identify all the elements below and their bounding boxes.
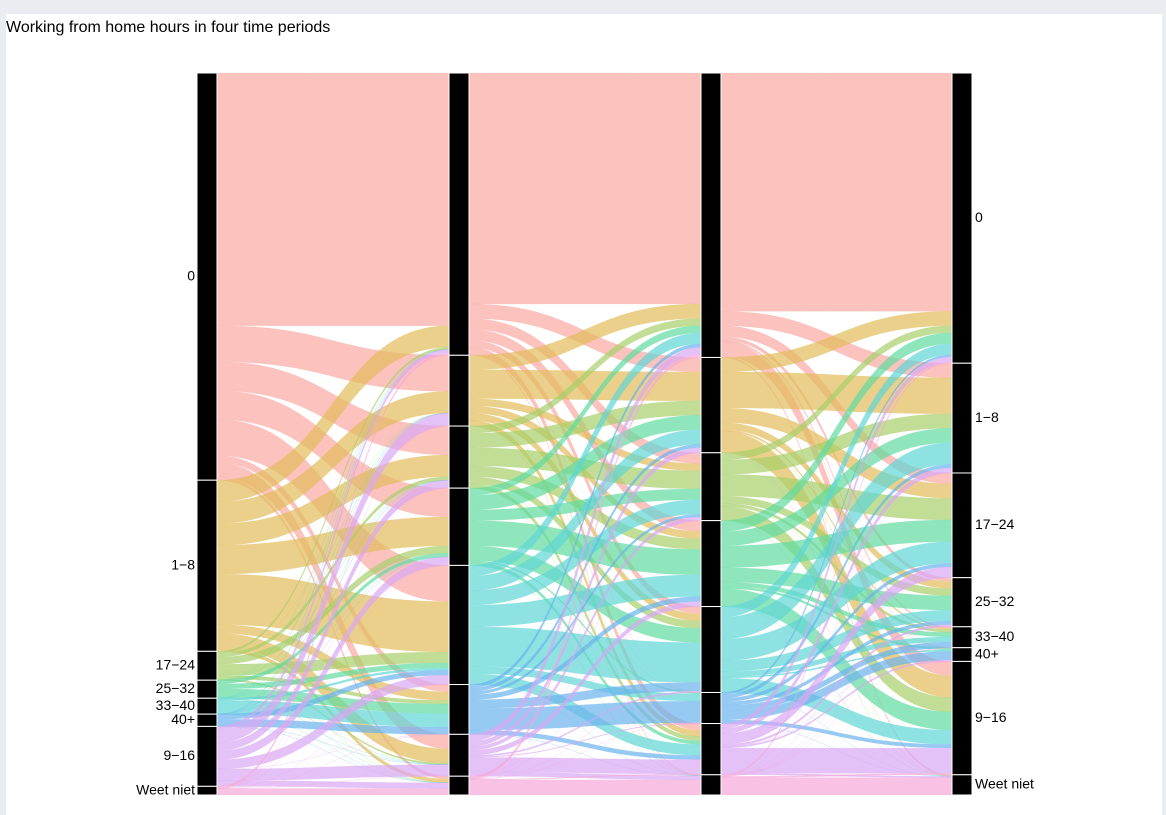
axis-node [951, 647, 973, 662]
axis-node [196, 650, 218, 681]
axis-node [448, 487, 470, 566]
axis-node [448, 775, 470, 796]
axis-node [951, 660, 973, 776]
axis-node [700, 691, 722, 725]
flow-ribbon [216, 788, 450, 796]
node-label: 17−24 [975, 516, 1015, 532]
axis-node [700, 774, 722, 796]
flow-ribbon [468, 757, 702, 775]
axis-node [700, 606, 722, 693]
axis-node [196, 785, 218, 796]
node-label: 1−8 [171, 556, 195, 572]
axis-node [196, 679, 218, 699]
node-label: 0 [187, 267, 195, 283]
node-label: 0 [975, 209, 983, 225]
node-label: 1−8 [975, 409, 999, 425]
axis-node [448, 72, 470, 356]
node-label: 25−32 [975, 593, 1015, 609]
flow-ribbon [468, 72, 702, 305]
node-label: 17−24 [156, 656, 196, 672]
flow-ribbon [216, 72, 450, 326]
axis-node [196, 479, 218, 652]
ribbons [216, 72, 953, 796]
node-label: 40+ [975, 645, 999, 661]
axis-node [951, 472, 973, 579]
flow-ribbon [720, 72, 953, 312]
node-label: 25−32 [156, 680, 196, 696]
axis-node [700, 452, 722, 522]
node-label: 40+ [171, 711, 195, 727]
axis-node [448, 354, 470, 427]
axis-node [448, 564, 470, 686]
flow-ribbon [468, 779, 702, 796]
axis-node [448, 684, 470, 735]
node-label: Weet niet [975, 776, 1034, 792]
chart-title: Working from home hours in four time per… [6, 19, 330, 36]
axis-node [700, 520, 722, 608]
axis-node [196, 725, 218, 787]
node-label: 9−16 [163, 747, 195, 763]
axis-node [448, 733, 470, 777]
axis-node [700, 723, 722, 776]
axis-node [196, 713, 218, 727]
node-label: 9−16 [975, 709, 1007, 725]
node-label: 33−40 [156, 697, 196, 713]
flow-ribbon [720, 777, 953, 796]
axis-node [951, 72, 973, 364]
node-label: 33−40 [975, 628, 1015, 644]
axis-node [951, 362, 973, 474]
axis-node [951, 774, 973, 796]
axis-node [196, 72, 218, 481]
axis-node [951, 577, 973, 628]
axis-node [700, 72, 722, 358]
axis-node [700, 356, 722, 454]
node-label: Weet niet [136, 781, 195, 797]
axis-node [951, 626, 973, 649]
axis-node [196, 697, 218, 715]
axis-node [448, 425, 470, 489]
flow-ribbon [216, 780, 450, 789]
